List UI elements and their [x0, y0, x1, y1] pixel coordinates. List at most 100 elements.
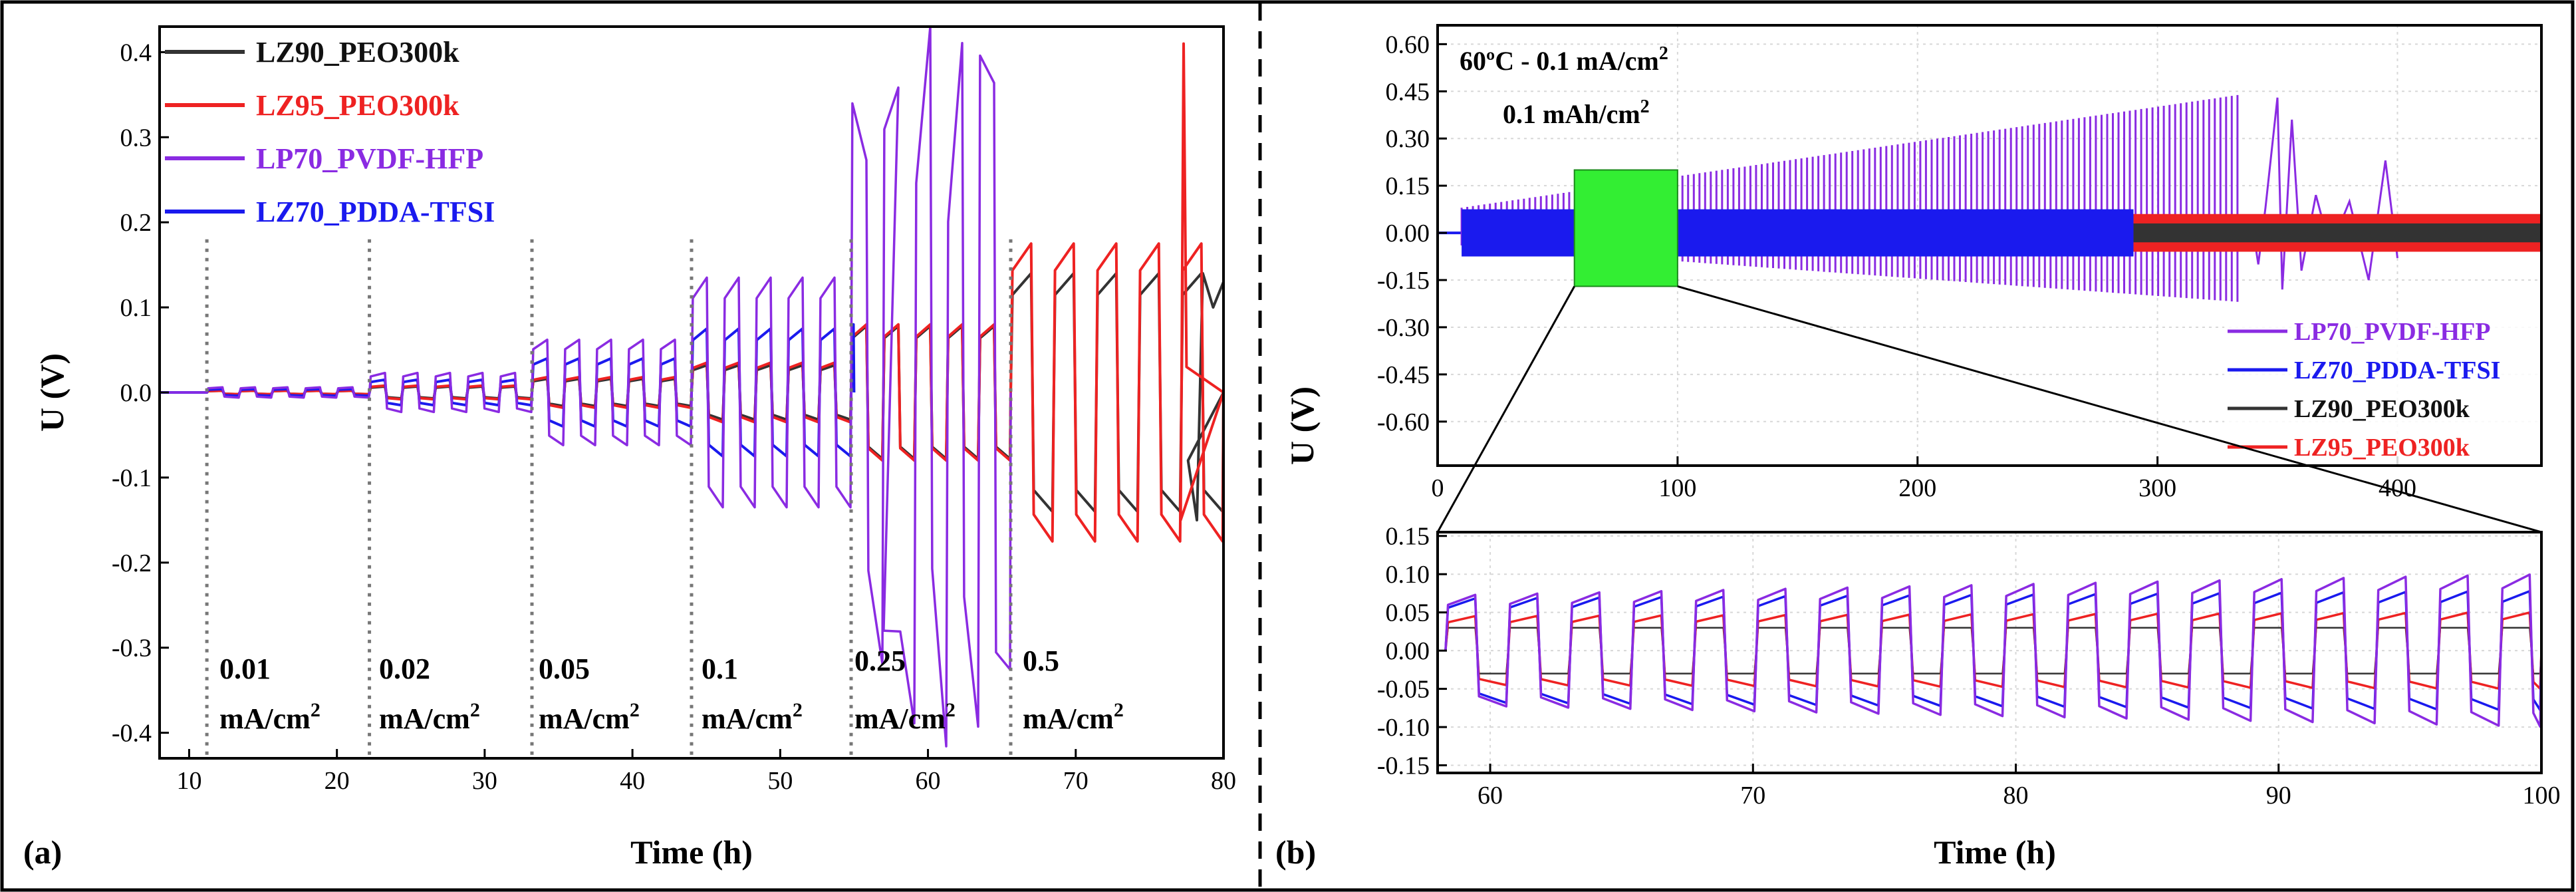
y-tick-label: 0.2	[120, 209, 152, 237]
svg-text:60ºC - 0.1 mA/cm2: 60ºC - 0.1 mA/cm2	[1460, 43, 1668, 76]
current-step-6-sup: 2	[1114, 699, 1124, 721]
panel-b-title-line1-sup: 2	[1659, 43, 1668, 64]
legend-b-label-LZ90: LZ90_PEO300k	[2294, 395, 2470, 423]
current-step-3-sup: 2	[630, 699, 640, 721]
y-tick-label: -0.15	[1377, 752, 1430, 780]
x-tick-label: 40	[620, 767, 645, 795]
y-tick-label: 0.05	[1386, 599, 1430, 627]
current-step-1: 0.01 mA/cm2	[219, 653, 321, 735]
current-step-6: 0.5 mA/cm2	[1023, 645, 1124, 735]
panel-a-step-guides	[205, 239, 1013, 758]
current-step-2: 0.02 mA/cm2	[379, 653, 480, 735]
current-step-1-sup: 2	[311, 699, 321, 721]
panel-a: 10 20 30 40 50 60 70 80-0.4-0.3-0.2-0.10.00.10.…	[23, 25, 1236, 871]
panel-a-xlabel: Time (h)	[630, 833, 753, 871]
x-tick-label: 60	[916, 767, 941, 795]
y-tick-label: -0.05	[1377, 676, 1430, 704]
current-step-1-value: 0.01	[219, 653, 271, 685]
panel-b-main: 0 100 200 300 400-0.60-0.45-0.30-0.150.000.1…	[1283, 24, 2543, 502]
x-tick-label: 80	[1211, 767, 1236, 795]
current-step-4: 0.1 mA/cm2	[702, 653, 803, 735]
y-tick-label: -0.4	[112, 720, 152, 748]
x-tick-label: 20	[324, 767, 350, 795]
x-tick-label: 300	[2138, 474, 2176, 502]
current-step-5: 0.25 mA/cm2	[854, 645, 956, 735]
svg-text:mA/cm2: mA/cm2	[702, 699, 803, 735]
zoom-connector-right	[1677, 285, 2542, 533]
panel-a-data-area	[160, 25, 1225, 748]
legend-b-label-LZ95: LZ95_PEO300k	[2294, 434, 2470, 462]
y-tick-label: -0.60	[1377, 408, 1430, 436]
panel-a-current-labels: 0.01 mA/cm2 0.02 mA/cm2 0.05 mA/cm2 0.1 …	[219, 645, 1124, 735]
x-tick-label: 10	[176, 767, 201, 795]
zoom-series-LP70_PVDF-HFP	[1444, 573, 2543, 728]
y-tick-label: -0.2	[112, 549, 152, 577]
current-step-3: 0.05 mA/cm2	[539, 653, 640, 735]
x-tick-label: 80	[2003, 782, 2029, 810]
svg-text:mA/cm2: mA/cm2	[1023, 699, 1124, 735]
svg-text:mA/cm2: mA/cm2	[379, 699, 480, 735]
y-tick-label: 0.00	[1386, 637, 1430, 665]
y-tick-label: 0.10	[1386, 561, 1430, 589]
legend-label-LZ70: LZ70_PDDA-TFSI	[256, 196, 495, 228]
x-tick-label: 100	[1658, 474, 1696, 502]
y-tick-label: 0.4	[120, 39, 152, 67]
series-LP70_PVDF-HFP	[160, 25, 1012, 748]
x-tick-label: 0	[1432, 474, 1444, 502]
y-tick-label: 0.00	[1386, 220, 1430, 247]
y-tick-label: -0.1	[112, 464, 152, 492]
current-step-4-unit: mA/cm	[702, 702, 793, 735]
current-step-4-value: 0.1	[702, 653, 738, 685]
panel-a-legend: LZ90_PEO300k LZ95_PEO300k LP70_PVDF-HFP …	[165, 36, 495, 228]
svg-text:mA/cm2: mA/cm2	[539, 699, 640, 735]
x-tick-label: 200	[1898, 474, 1936, 502]
panel-b-title-line2-sup: 2	[1640, 96, 1650, 117]
series-LZ70_PDDA-TFSI	[160, 323, 856, 458]
svg-text:mA/cm2: mA/cm2	[219, 699, 321, 735]
x-tick-label: 30	[472, 767, 497, 795]
svg-text:0.1 mAh/cm2: 0.1 mAh/cm2	[1503, 96, 1650, 129]
panel-b-zoom-plot-bg	[1438, 532, 2541, 773]
y-tick-label: -0.3	[112, 635, 152, 663]
y-tick-label: 0.15	[1386, 172, 1430, 200]
panel-a-ylabel: U (V)	[33, 353, 70, 432]
y-tick-label: -0.15	[1377, 267, 1430, 295]
series-LZ90_PEO300k	[2133, 223, 2541, 243]
y-tick-label: 0.0	[120, 379, 152, 407]
y-tick-label: 0.30	[1386, 125, 1430, 153]
current-step-2-unit: mA/cm	[379, 702, 470, 735]
current-step-3-unit: mA/cm	[539, 702, 630, 735]
y-tick-label: 0.3	[120, 124, 152, 152]
current-step-2-sup: 2	[470, 699, 480, 721]
current-step-6-unit: mA/cm	[1023, 702, 1114, 735]
x-tick-label: 70	[1740, 782, 1765, 810]
panel-b-ylabel: U (V)	[1283, 386, 1321, 465]
panel-b-axes-frame	[1436, 24, 2543, 467]
panel-b-zoom-data-area	[1444, 573, 2543, 728]
panel-b-xlabel: Time (h)	[1934, 833, 2056, 871]
y-tick-label: 0.15	[1386, 523, 1430, 551]
panel-b-label: (b)	[1275, 833, 1316, 871]
legend-b-label-LP70: LP70_PVDF-HFP	[2294, 318, 2491, 346]
x-tick-label: 90	[2266, 782, 2291, 810]
y-tick-label: -0.45	[1377, 361, 1430, 389]
current-step-5-unit: mA/cm	[854, 702, 946, 735]
y-tick-label: -0.30	[1377, 314, 1430, 342]
current-step-5-value: 0.25	[854, 645, 906, 677]
zoom-region-box	[1573, 169, 1678, 287]
panel-a-ticks: 10 20 30 40 50 60 70 80-0.4-0.3-0.2-0.10.00.10.…	[112, 39, 1236, 795]
x-tick-label: 70	[1063, 767, 1089, 795]
panel-b-zoom: 60 70 80 90 100 -0.15 -0.10 -0.05 0.00 0.05 0.10 0.…	[1377, 523, 2561, 871]
legend-label-LP70: LP70_PVDF-HFP	[256, 142, 483, 175]
zoom-connector-left	[1436, 285, 1576, 533]
current-step-4-sup: 2	[793, 699, 803, 721]
x-tick-label: 60	[1478, 782, 1503, 810]
panel-a-label: (a)	[23, 833, 62, 871]
panel-b-legend-bg	[2224, 307, 2540, 464]
x-tick-label: 50	[767, 767, 793, 795]
legend-label-LZ90: LZ90_PEO300k	[256, 36, 459, 69]
y-tick-label: 0.1	[120, 294, 152, 322]
panel-b-data-area	[1438, 94, 2541, 302]
